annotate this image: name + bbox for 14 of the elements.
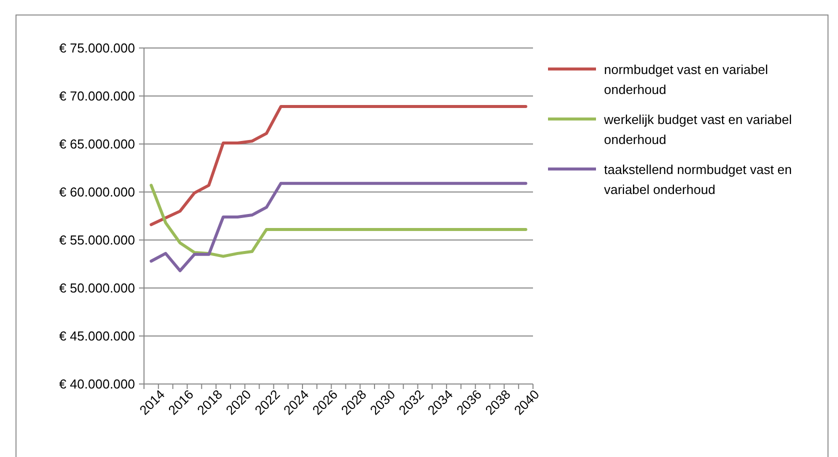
legend-label: werkelijk budget vast en variabel onderhoud [603, 112, 792, 147]
y-tick-label: € 40.000.000 [59, 376, 135, 392]
y-tick-label: € 60.000.000 [59, 184, 135, 200]
y-tick-label: € 45.000.000 [59, 328, 135, 344]
y-tick-label: € 55.000.000 [59, 232, 135, 248]
y-tick-label: € 70.000.000 [59, 88, 135, 104]
legend-label: normbudget vast en variabel onderhoud [604, 62, 768, 97]
line-series [150, 105, 528, 226]
legend-label: taakstellend normbudget vast en variabel onderhoud [604, 162, 792, 197]
y-tick-label: € 50.000.000 [59, 280, 135, 296]
y-tick-label: € 65.000.000 [59, 136, 135, 152]
y-tick-label: € 75.000.000 [59, 40, 135, 56]
line-series [150, 184, 528, 258]
line-series [150, 182, 528, 272]
